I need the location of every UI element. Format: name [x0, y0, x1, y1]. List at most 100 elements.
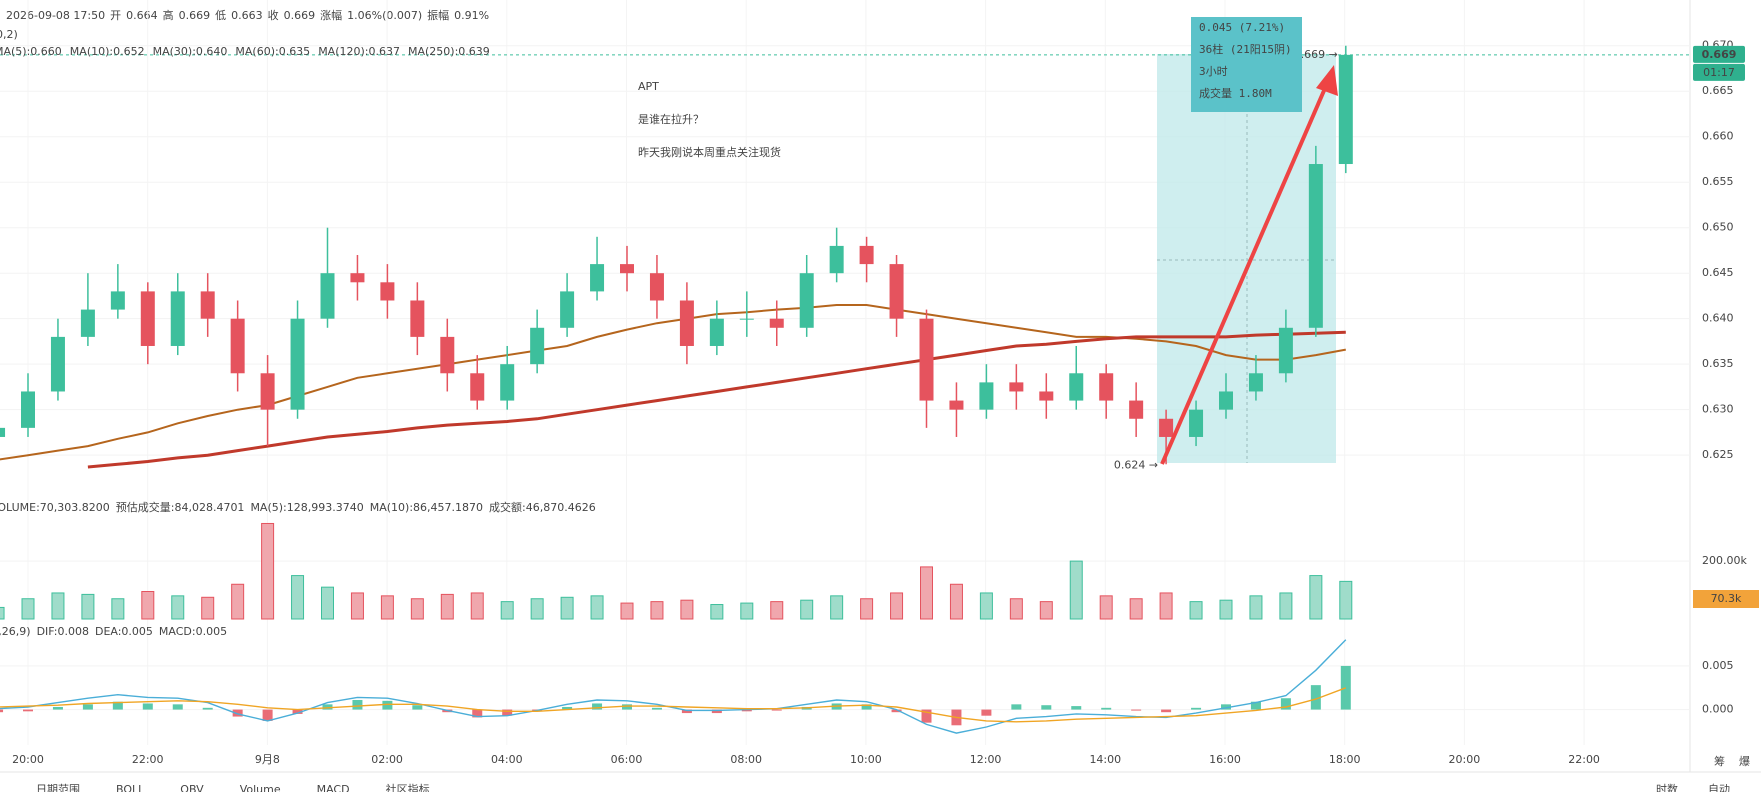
toolbar-button[interactable]: OBV: [180, 783, 204, 792]
volume-bar: [201, 596, 215, 620]
candle-body: [350, 273, 365, 283]
macd-bar: [352, 699, 363, 710]
candle-body: [110, 291, 125, 310]
measure-text: 0.045 (7.21%): [1199, 21, 1285, 34]
y-tick-label: 0.000: [1702, 703, 1734, 716]
volume-bar: [680, 599, 694, 620]
macd-bar: [1131, 709, 1142, 711]
volume-bar: [1279, 592, 1293, 620]
macd-bar: [1340, 665, 1351, 710]
macd-bar: [23, 709, 33, 712]
volume-bar: [620, 602, 634, 620]
macd-bar: [52, 706, 63, 710]
volume-bar: [1249, 595, 1263, 620]
y-tick-label: 0.005: [1702, 659, 1734, 672]
macd-bar: [112, 701, 123, 710]
candle-body: [80, 309, 95, 337]
candle-body: [21, 391, 35, 428]
high-label: 0.669 →: [1294, 48, 1338, 61]
volume-bar: [949, 583, 963, 620]
candle-body: [1308, 164, 1323, 328]
candle-body: [590, 264, 605, 292]
ma-legend: MA(60):0.635: [235, 45, 310, 58]
volume-bar: [410, 598, 424, 620]
macd-bar: [502, 709, 513, 716]
measure-text: 3小时: [1199, 65, 1228, 78]
candle-body: [440, 336, 455, 374]
volume-bar: [590, 595, 604, 620]
header-field: 0.664: [126, 9, 158, 22]
volume-bar: [21, 598, 35, 620]
ma-legend: MA(120):0.637: [318, 45, 400, 58]
header-field: 0.91%: [454, 9, 489, 22]
macd-bar: [1191, 707, 1202, 710]
candle-body: [380, 282, 395, 301]
volume-bar: [920, 566, 933, 620]
candle-body: [140, 291, 155, 346]
toolbar-button[interactable]: 时数: [1656, 783, 1678, 792]
candle-body: [679, 300, 694, 346]
y-tick-label: 200.00k: [1702, 554, 1747, 567]
measure-box: [1191, 17, 1302, 112]
y-tick-label: 0.630: [1702, 403, 1734, 416]
time-label: 12:00: [970, 753, 1002, 766]
volume-bar: [81, 593, 95, 620]
time-label: 16:00: [1209, 753, 1241, 766]
macd-bar: [172, 704, 183, 710]
toolbar-button[interactable]: 日期范围: [36, 782, 80, 792]
candle-body: [470, 373, 485, 401]
volume-bar: [830, 595, 844, 620]
macd-bar: [0, 709, 4, 713]
volume-bar: [1309, 575, 1323, 620]
toolbar-button[interactable]: Volume: [240, 783, 281, 792]
header-field: 收: [268, 8, 279, 22]
candle-body: [1039, 391, 1054, 401]
volume-bar: [500, 601, 514, 620]
measure-text: 成交量 1.80M: [1199, 86, 1272, 100]
volume-bar: [380, 595, 394, 620]
candle-body: [859, 245, 874, 265]
y-tick-label: 0.660: [1702, 130, 1734, 143]
toolbar-button[interactable]: 自动: [1708, 783, 1730, 792]
volume-legend: 成交额:46,870.4626: [489, 500, 596, 514]
candle-body: [949, 400, 964, 410]
toolbar-button[interactable]: MACD: [317, 783, 350, 792]
macd-bar: [622, 704, 632, 710]
candle-body: [230, 318, 245, 374]
toolbar-button[interactable]: BOLL: [116, 783, 145, 792]
volume-bar: [979, 592, 993, 620]
candle-body: [560, 291, 575, 328]
volume-tag-bg: [1693, 590, 1759, 608]
y-tick-label: 0.665: [1702, 84, 1734, 97]
time-label: 22:00: [132, 753, 164, 766]
candle-body: [200, 291, 215, 319]
macd-bar: [1250, 701, 1261, 710]
macd-bar: [1041, 705, 1052, 710]
macd-bar: [1280, 698, 1291, 710]
candle-body: [290, 318, 305, 410]
toolbar-button[interactable]: 社区指标: [386, 782, 430, 792]
macd-legend: DEA:0.005: [95, 625, 153, 638]
dif-line: [0, 639, 1347, 734]
volume-bar: [1219, 599, 1233, 620]
macd-bar: [1221, 704, 1231, 710]
macd-bar: [651, 707, 662, 710]
volume-bar: [111, 598, 125, 620]
macd-bar: [1071, 706, 1082, 710]
candle-body: [1248, 373, 1263, 392]
macd-bar: [1161, 709, 1172, 713]
volume-bar: [261, 522, 275, 620]
macd-bar: [921, 709, 932, 723]
candle-body: [649, 273, 664, 301]
macd-legend: MACD:0.005: [159, 625, 227, 638]
corner-label: 爆: [1739, 754, 1750, 768]
header-field: 开: [110, 9, 121, 22]
volume-bar: [1099, 595, 1113, 620]
candle-body: [0, 427, 6, 437]
time-label: 14:00: [1089, 753, 1121, 766]
volume-bar: [321, 586, 334, 620]
macd-bar: [771, 709, 782, 711]
macd-bar: [262, 709, 273, 721]
volume-bar: [860, 598, 874, 620]
annotation-arrow: [1160, 85, 1328, 465]
